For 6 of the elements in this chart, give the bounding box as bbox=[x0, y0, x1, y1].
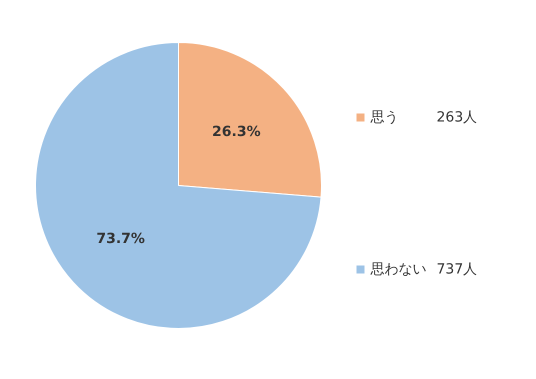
data-label: 26.3% bbox=[212, 124, 261, 140]
legend-label: 思う bbox=[370, 110, 398, 126]
text: 737人 bbox=[436, 262, 478, 278]
legend-label: 思わない bbox=[370, 262, 426, 278]
text: 263人 bbox=[436, 110, 478, 126]
data-label: 73.7% bbox=[96, 230, 145, 247]
